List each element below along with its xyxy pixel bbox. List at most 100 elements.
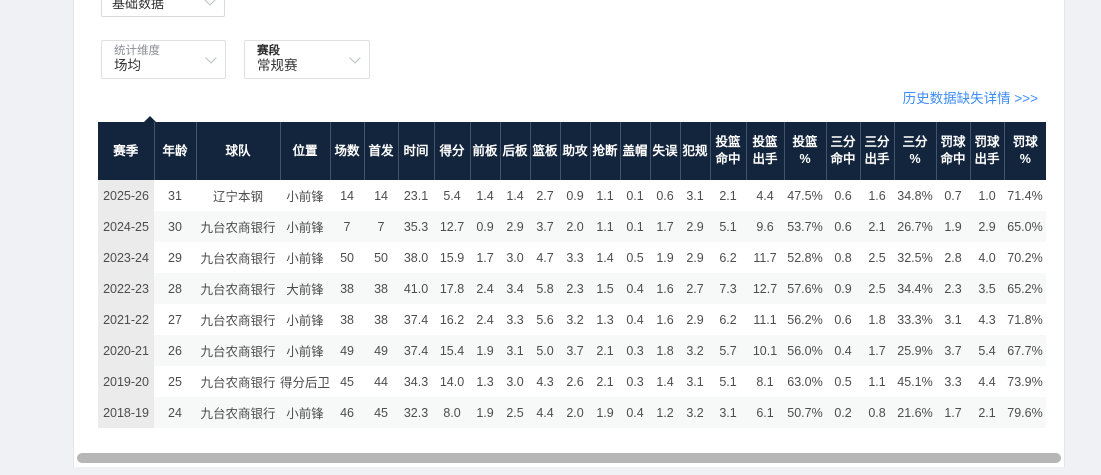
- header-cell[interactable]: 年龄: [154, 122, 197, 180]
- table-cell: 1.7: [936, 397, 971, 428]
- table-cell: 1.7: [650, 211, 681, 242]
- season-cell: 2023-24: [98, 242, 154, 273]
- table-cell: 1.7: [470, 242, 501, 273]
- table-cell: 小前锋: [280, 242, 331, 273]
- horizontal-scrollbar[interactable]: [77, 453, 1061, 463]
- table-row: 2022-23 28 九台农商银行 大前锋 38 38 41.0 17.8 2.4 3.4 5.8 2…: [98, 273, 1047, 304]
- table-cell: 5.4: [434, 180, 471, 211]
- header-cell[interactable]: 投篮 %: [784, 122, 827, 180]
- table-cell: 73.9%: [1004, 366, 1047, 397]
- table-cell: 26: [154, 335, 196, 366]
- history-missing-data-link[interactable]: 历史数据缺失详情 >>>: [902, 91, 1038, 106]
- table-cell: 49: [364, 335, 399, 366]
- season-cell: 2024-25: [98, 211, 154, 242]
- table-cell: 50: [364, 242, 399, 273]
- table-cell: 辽宁本钢: [196, 180, 280, 211]
- table-cell: 71.4%: [1004, 180, 1047, 211]
- table-cell: 5.1: [710, 211, 747, 242]
- table-row: 2025-26 31 辽宁本钢 小前锋 14 14 23.1 5.4 1.4 1.4 2.7 0.9 1…: [98, 180, 1047, 211]
- table-cell: 5.6: [530, 304, 561, 335]
- season-cell: 2025-26: [98, 180, 154, 211]
- table-cell: 小前锋: [280, 180, 331, 211]
- header-cell[interactable]: 位置: [280, 122, 331, 180]
- season-cell: 2020-21: [98, 335, 154, 366]
- header-cell[interactable]: 三分 出手: [860, 122, 895, 180]
- header-cell[interactable]: 抢断: [590, 122, 621, 180]
- table-cell: 0.6: [826, 180, 861, 211]
- season-cell: 2021-22: [98, 304, 154, 335]
- table-cell: 1.2: [650, 397, 681, 428]
- header-cell[interactable]: 篮板: [530, 122, 561, 180]
- table-row: 2021-22 27 九台农商银行 小前锋 38 38 37.4 16.2 2.4 3.3 5.6 3…: [98, 304, 1047, 335]
- chevron-down-icon: [204, 0, 216, 6]
- header-cell[interactable]: 犯规: [680, 122, 711, 180]
- table-cell: 6.2: [710, 304, 747, 335]
- table-cell: 1.9: [590, 397, 621, 428]
- data-type-select[interactable]: 基础数据: [101, 0, 225, 17]
- table-cell: 九台农商银行: [196, 397, 280, 428]
- table-cell: 25.9%: [894, 335, 937, 366]
- dimension-select[interactable]: 统计维度 场均: [101, 40, 226, 79]
- header-cell[interactable]: 罚球 %: [1004, 122, 1047, 180]
- table-cell: 1.8: [650, 335, 681, 366]
- table-cell: 24: [154, 397, 196, 428]
- table-cell: 4.4: [746, 180, 785, 211]
- header-cell[interactable]: 时间: [398, 122, 435, 180]
- table-cell: 九台农商银行: [196, 211, 280, 242]
- header-cell[interactable]: 得分: [434, 122, 471, 180]
- header-cell[interactable]: 助攻: [560, 122, 591, 180]
- table-cell: 45.1%: [894, 366, 937, 397]
- table-cell: 4.3: [970, 304, 1005, 335]
- header-cell[interactable]: 场数: [330, 122, 365, 180]
- header-cell[interactable]: 失误: [650, 122, 681, 180]
- table-cell: 32.3: [398, 397, 435, 428]
- table-cell: 14: [330, 180, 365, 211]
- table-cell: 14: [364, 180, 399, 211]
- table-cell: 1.6: [650, 273, 681, 304]
- table-cell: 小前锋: [280, 211, 331, 242]
- header-cell[interactable]: 三分 %: [894, 122, 937, 180]
- dimension-select-label: 统计维度: [114, 44, 160, 57]
- header-cell[interactable]: 赛季: [98, 122, 155, 180]
- stage-select[interactable]: 赛段 常规赛: [244, 40, 370, 79]
- header-cell[interactable]: 罚球 出手: [970, 122, 1005, 180]
- header-cell[interactable]: 球队: [196, 122, 281, 180]
- header-cell[interactable]: 盖帽: [620, 122, 651, 180]
- table-cell: 0.9: [826, 273, 861, 304]
- table-cell: 49: [330, 335, 365, 366]
- header-cell[interactable]: 罚球 命中: [936, 122, 971, 180]
- content-panel: 基础数据 统计维度 场均 赛段 常规赛 历史数据缺失详情 >>> 赛季 年龄 球队位…: [73, 0, 1065, 467]
- table-cell: 2.3: [936, 273, 971, 304]
- header-cell[interactable]: 首发: [364, 122, 399, 180]
- table-cell: 3.2: [680, 335, 711, 366]
- table-cell: 3.3: [936, 366, 971, 397]
- stats-table-wrap: 赛季 年龄 球队 位置 场数 首发 时间 得分 前板 后板 篮板 助攻 抢断 盖帽 失误 犯规 投篮 命中 投篮 …: [98, 116, 1047, 428]
- table-cell: 得分后卫: [280, 366, 331, 397]
- table-cell: 小前锋: [280, 304, 331, 335]
- header-cell[interactable]: 投篮 命中: [710, 122, 747, 180]
- table-cell: 1.9: [650, 242, 681, 273]
- table-cell: 3.2: [560, 304, 591, 335]
- table-cell: 30: [154, 211, 196, 242]
- table-cell: 31: [154, 180, 196, 211]
- table-cell: 7.3: [710, 273, 747, 304]
- table-cell: 47.5%: [784, 180, 827, 211]
- table-cell: 5.7: [710, 335, 747, 366]
- table-row: 2018-19 24 九台农商银行 小前锋 46 45 32.3 8.0 1.9 2.5 4.4 2.…: [98, 397, 1047, 428]
- header-cell[interactable]: 前板: [470, 122, 501, 180]
- table-row: 2023-24 29 九台农商银行 小前锋 50 50 38.0 15.9 1.7 3.0 4.7 3…: [98, 242, 1047, 273]
- table-cell: 7: [364, 211, 399, 242]
- header-row: 赛季 年龄 球队 位置 场数 首发 时间 得分 前板 后板 篮板 助攻 抢断 盖帽 失误 犯规 投篮 命中 投篮 …: [98, 122, 1047, 180]
- table-cell: 26.7%: [894, 211, 937, 242]
- table-cell: 1.4: [500, 180, 531, 211]
- header-cell[interactable]: 投篮 出手: [746, 122, 785, 180]
- header-cell[interactable]: 后板: [500, 122, 531, 180]
- table-cell: 2.5: [860, 242, 895, 273]
- table-cell: 0.4: [620, 397, 651, 428]
- table-cell: 23.1: [398, 180, 435, 211]
- table-cell: 33.3%: [894, 304, 937, 335]
- header-cell[interactable]: 三分 命中: [826, 122, 861, 180]
- table-cell: 2.1: [860, 211, 895, 242]
- table-cell: 6.1: [746, 397, 785, 428]
- table-cell: 2.0: [560, 397, 591, 428]
